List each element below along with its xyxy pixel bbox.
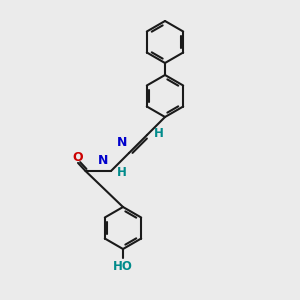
Text: O: O xyxy=(73,151,83,164)
Text: N: N xyxy=(98,154,109,167)
Text: H: H xyxy=(154,127,164,140)
Text: H: H xyxy=(116,166,126,179)
Text: HO: HO xyxy=(113,260,133,272)
Text: N: N xyxy=(117,136,128,149)
